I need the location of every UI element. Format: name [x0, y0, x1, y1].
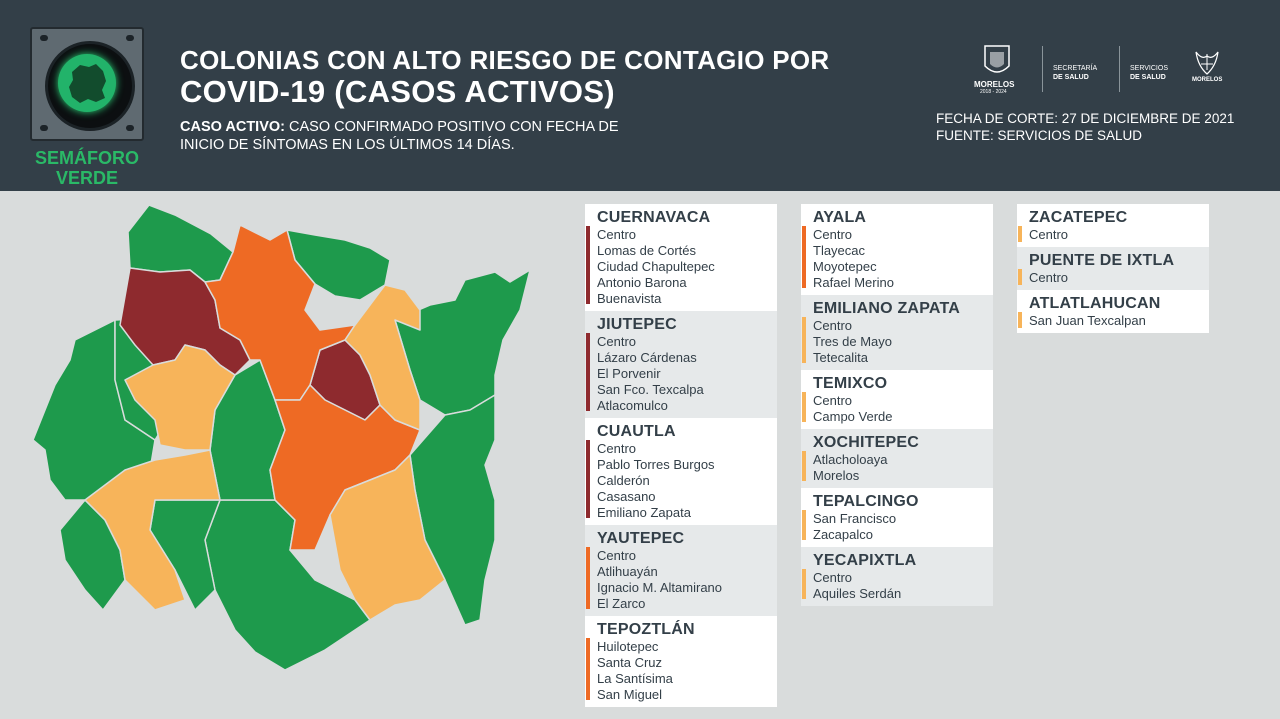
- municipality-card: EMILIANO ZAPATA Centro Tres de Mayo Tete…: [801, 295, 993, 370]
- colonia-item: Centro: [813, 227, 853, 242]
- semaforo-label: SEMÁFORO VERDE: [34, 148, 139, 188]
- municipality-card: YAUTEPEC Centro Atlihuayán Ignacio M. Al…: [585, 525, 777, 616]
- colonia-item: Zacapalco: [813, 527, 873, 542]
- municipality-card: ZACATEPEC Centro: [1017, 204, 1209, 247]
- colonia-item: Ignacio M. Altamirano: [597, 580, 723, 595]
- colonia-item: El Zarco: [597, 596, 646, 611]
- municipality-name: TEMIXCO: [813, 375, 888, 392]
- colonia-item: Tres de Mayo: [813, 334, 892, 349]
- municipality-card: YECAPIXTLA Centro Aquiles Serdán: [801, 547, 993, 606]
- colonia-item: Pablo Torres Burgos: [597, 457, 715, 472]
- colonia-item: San Fco. Texcalpa: [597, 382, 704, 397]
- risk-level-bar: [802, 317, 806, 363]
- colonia-item: Centro: [597, 441, 637, 456]
- colonia-item: Centro: [813, 393, 853, 408]
- colonia-item: Calderón: [597, 473, 650, 488]
- colonia-item: Centro: [597, 334, 637, 349]
- colonia-item: Centro: [813, 318, 853, 333]
- municipality-column-1: CUERNAVACA Centro Lomas de Cortés Ciudad…: [585, 204, 777, 707]
- risk-level-bar: [586, 226, 590, 304]
- institution-logos: MORELOS 2018 - 2024 SECRETARÍA DE SALUD …: [972, 44, 1232, 96]
- municipality-name: EMILIANO ZAPATA: [813, 300, 960, 317]
- municipality-card: ATLATLAHUCAN San Juan Texcalpan: [1017, 290, 1209, 333]
- municipality-name: TEPOZTLÁN: [597, 621, 695, 638]
- colonia-item: Tetecalita: [813, 350, 868, 365]
- municipality-name: JIUTEPEC: [597, 316, 677, 333]
- municipality-card: JIUTEPEC Centro Lázaro Cárdenas El Porve…: [585, 311, 777, 418]
- colonia-item: San Francisco: [813, 511, 897, 526]
- colonia-item: Buenavista: [597, 291, 662, 306]
- municipality-column-2: AYALA Centro Tlayecac Moyotepec Rafael M…: [801, 204, 993, 606]
- municipality-name: YAUTEPEC: [597, 530, 685, 547]
- colonia-item: Centro: [597, 227, 637, 242]
- morelos-risk-map: [32, 204, 531, 671]
- risk-level-bar: [802, 569, 806, 599]
- municipality-card: AYALA Centro Tlayecac Moyotepec Rafael M…: [801, 204, 993, 295]
- municipality-name: YECAPIXTLA: [813, 552, 917, 569]
- municipality-card: TEPOZTLÁN Huilotepec Santa Cruz La Santí…: [585, 616, 777, 707]
- risk-level-bar: [586, 440, 590, 518]
- municipality-name: ATLATLAHUCAN: [1029, 295, 1161, 312]
- municipality-name: CUAUTLA: [597, 423, 676, 440]
- municipality-card: CUERNAVACA Centro Lomas de Cortés Ciudad…: [585, 204, 777, 311]
- colonia-item: San Miguel: [597, 687, 663, 702]
- colonia-item: Huilotepec: [597, 639, 659, 654]
- municipality-name: XOCHITEPEC: [813, 434, 920, 451]
- colonia-item: Atlacholoaya: [813, 452, 888, 467]
- municipality-name: AYALA: [813, 209, 867, 226]
- data-source: FUENTE: SERVICIOS DE SALUD: [936, 128, 1143, 143]
- report-meta: FECHA DE CORTE: 27 DE DICIEMBRE DE 2021 …: [936, 110, 1234, 144]
- colonia-item: Aquiles Serdán: [813, 586, 902, 601]
- page-title: COLONIAS CON ALTO RIESGO DE CONTAGIO POR…: [180, 45, 830, 109]
- risk-level-bar: [586, 333, 590, 411]
- colonia-item: Casasano: [597, 489, 656, 504]
- colonia-item: Tlayecac: [813, 243, 866, 258]
- colonia-item: La Santísima: [597, 671, 673, 686]
- colonia-item: Centro: [597, 548, 637, 563]
- traffic-light-icon: [30, 27, 144, 141]
- risk-level-bar: [802, 226, 806, 288]
- risk-level-bar: [586, 547, 590, 609]
- municipality-name: TEPALCINGO: [813, 493, 919, 510]
- morelos-shield-icon: [984, 45, 1010, 73]
- colonia-item: Moyotepec: [813, 259, 877, 274]
- colonia-item: San Juan Texcalpan: [1029, 313, 1146, 328]
- municipality-name: CUERNAVACA: [597, 209, 711, 226]
- colonia-item: Centro: [1029, 227, 1069, 242]
- municipality-name: ZACATEPEC: [1029, 209, 1128, 226]
- municipality-column-3: ZACATEPEC Centro PUENTE DE IXTLA Centro …: [1017, 204, 1209, 333]
- municipality-card: CUAUTLA Centro Pablo Torres Burgos Calde…: [585, 418, 777, 525]
- municipality-name: PUENTE DE IXTLA: [1029, 252, 1175, 269]
- colonia-item: Lomas de Cortés: [597, 243, 696, 258]
- municipality-card: TEMIXCO Centro Campo Verde: [801, 370, 993, 429]
- colonia-item: Campo Verde: [813, 409, 893, 424]
- risk-level-bar: [586, 638, 590, 700]
- municipality-card: XOCHITEPEC Atlacholoaya Morelos: [801, 429, 993, 488]
- colonia-item: Atlihuayán: [597, 564, 658, 579]
- colonia-item: Emiliano Zapata: [597, 505, 691, 520]
- risk-level-bar: [1018, 269, 1022, 285]
- risk-level-bar: [802, 510, 806, 540]
- municipality-card: PUENTE DE IXTLA Centro: [1017, 247, 1209, 290]
- colonia-item: Morelos: [813, 468, 860, 483]
- cutoff-date: FECHA DE CORTE: 27 DE DICIEMBRE DE 2021: [936, 111, 1235, 126]
- colonia-item: Antonio Barona: [597, 275, 687, 290]
- municipality-card: TEPALCINGO San Francisco Zacapalco: [801, 488, 993, 547]
- colonia-item: El Porvenir: [597, 366, 661, 381]
- risk-level-bar: [1018, 226, 1022, 242]
- colonia-item: Ciudad Chapultepec: [597, 259, 715, 274]
- colonia-item: Rafael Merino: [813, 275, 894, 290]
- active-case-definition: CASO ACTIVO: CASO CONFIRMADO POSITIVO CO…: [180, 119, 619, 153]
- colonia-item: Atlacomulco: [597, 398, 668, 413]
- header-banner: SEMÁFORO VERDE COLONIAS CON ALTO RIESGO …: [0, 0, 1280, 191]
- morelos-flower-icon: [1195, 51, 1219, 75]
- risk-level-bar: [1018, 312, 1022, 328]
- colonia-item: Santa Cruz: [597, 655, 663, 670]
- risk-level-bar: [802, 451, 806, 481]
- colonia-item: Lázaro Cárdenas: [597, 350, 697, 365]
- risk-level-bar: [802, 392, 806, 422]
- colonia-item: Centro: [1029, 270, 1069, 285]
- colonia-item: Centro: [813, 570, 853, 585]
